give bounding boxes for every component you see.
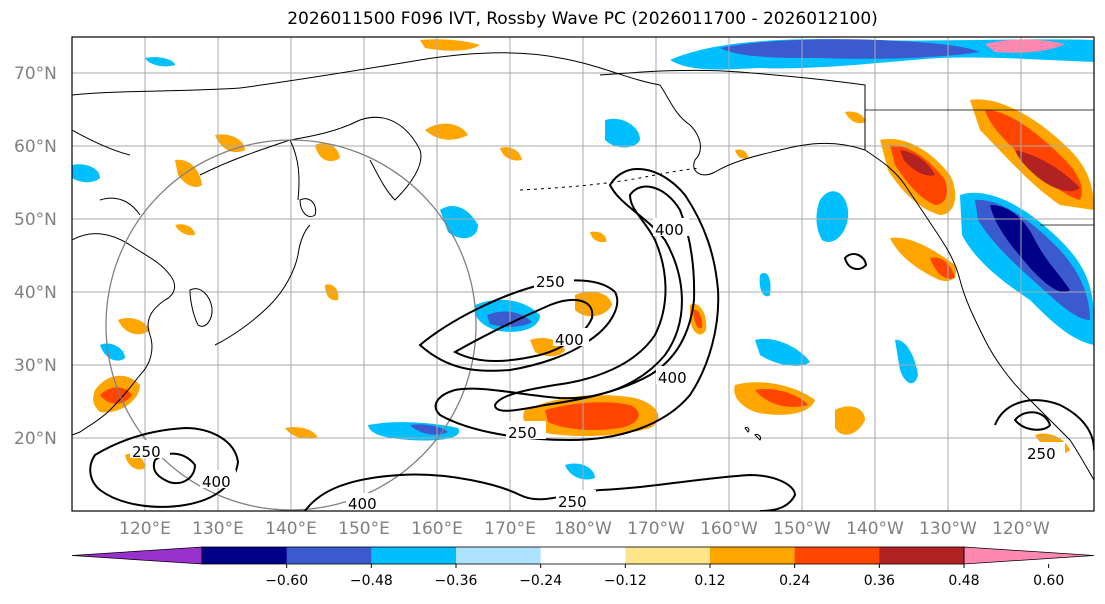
patch-asia-orange3 <box>175 159 202 187</box>
plot-title: 2026011500 F096 IVT, Rossby Wave PC (202… <box>287 9 878 29</box>
colorbar-tick-label: −0.60 <box>265 573 308 589</box>
contour-label: 400 <box>348 495 377 513</box>
colorbar-bin <box>794 547 880 564</box>
colorbar-extension-low <box>71 546 203 565</box>
lon-label: 170°W <box>627 519 685 539</box>
colorbar-tick-label: 0.12 <box>694 573 725 589</box>
patch-cp-orange3 <box>575 291 612 317</box>
colorbar-bin <box>540 547 626 564</box>
contour-label: 250 <box>558 493 587 511</box>
patch-goa-lightblue <box>816 191 849 242</box>
patch-ep-lightblue <box>755 338 810 366</box>
lon-label: 130°W <box>919 519 977 539</box>
colorbar-bin <box>202 547 288 564</box>
colorbar-tick-label: 0.60 <box>1033 573 1064 589</box>
lon-label: 160°W <box>700 519 758 539</box>
colorbar-tick-label: −0.24 <box>519 573 562 589</box>
map-frame <box>71 36 1095 512</box>
patch-sub-lightblue2 <box>565 463 595 480</box>
contour-label: 400 <box>202 473 231 491</box>
lon-label: 160°E <box>411 519 463 539</box>
patch-bering-lightblue <box>605 118 640 148</box>
lon-label: 180°W <box>554 519 612 539</box>
lon-label: 140°E <box>265 519 317 539</box>
lat-label: 30°N <box>14 356 57 376</box>
patch-sub-blue <box>410 424 448 435</box>
colorbar-bin <box>710 547 796 564</box>
colorbar-extension-high <box>963 546 1095 565</box>
patch-cp-red <box>545 402 639 430</box>
patch-asia-red <box>100 387 132 404</box>
contour-label: 400 <box>655 221 684 239</box>
colorbar-bin <box>879 547 965 564</box>
reference-circle <box>105 139 477 511</box>
patch-ep-lightblue3 <box>100 343 125 361</box>
contour-label-group: 250 400 400 250 400 250 400 250 400 250 <box>130 218 1065 513</box>
patch-asia-orange12 <box>590 231 607 243</box>
lon-label: 120°E <box>119 519 171 539</box>
latitude-axis: 70°N 60°N 50°N 40°N 30°N 20°N <box>14 64 57 449</box>
patch-ep-lightblue2 <box>895 339 918 384</box>
lat-label: 40°N <box>14 283 57 303</box>
lat-label: 20°N <box>14 429 57 449</box>
colorbar-tick-label: 0.24 <box>779 573 810 589</box>
patch-asia-orange5 <box>315 143 340 162</box>
patch-ep-red <box>755 389 808 408</box>
colorbar-tick-label: −0.12 <box>604 573 647 589</box>
colorbar-frame <box>201 546 965 565</box>
lon-label: 170°E <box>484 519 536 539</box>
patch-ep-orange2 <box>835 406 865 435</box>
colorbar-tick-label: −0.48 <box>350 573 393 589</box>
lon-label: 140°W <box>846 519 904 539</box>
patch-pacific-lightblue3 <box>72 164 100 183</box>
patch-asia-orange15 <box>845 111 865 124</box>
patch-asia-orange2 <box>118 318 150 335</box>
lon-label: 130°E <box>192 519 244 539</box>
patch-asia-orange8 <box>500 147 522 161</box>
patch-asia-orange14 <box>735 149 748 159</box>
contour-label: 250 <box>132 443 161 461</box>
contour-label: 250 <box>508 424 537 442</box>
patch-pacific-lightblue <box>145 57 175 67</box>
colorbar-bin <box>625 547 711 564</box>
colorbar-bin <box>456 547 542 564</box>
patch-asia-orange7 <box>425 123 468 140</box>
colorbar-bin <box>286 547 372 564</box>
lon-label: 150°E <box>338 519 390 539</box>
patch-coast-red <box>930 257 955 279</box>
patch-asia-orange6 <box>420 39 480 51</box>
lat-label: 60°N <box>14 137 57 157</box>
lat-label: 70°N <box>14 64 57 84</box>
colorbar-bin <box>371 547 457 564</box>
colorbar-tick-label: 0.48 <box>948 573 979 589</box>
patch-asia-orange10 <box>285 427 318 439</box>
longitude-axis: 120°E 130°E 140°E 150°E 160°E 170°E 180°… <box>119 519 1050 539</box>
patch-asia-orange13 <box>175 224 195 236</box>
contour-lines <box>89 168 1094 511</box>
colorbar-tick-label: 0.36 <box>864 573 895 589</box>
patch-panhandle-darkred <box>900 150 935 176</box>
contour-label: 400 <box>658 369 687 387</box>
lon-label: 150°W <box>773 519 831 539</box>
contour-label: 250 <box>1027 445 1056 463</box>
colorbar-tick-label: −0.36 <box>435 573 478 589</box>
contour-label: 250 <box>536 273 565 291</box>
contour-label: 400 <box>555 331 584 349</box>
anomaly-patches <box>72 39 1094 480</box>
lon-label: 120°W <box>992 519 1050 539</box>
patch-goa-lightblue2 <box>759 272 771 297</box>
lat-label: 50°N <box>14 210 57 230</box>
patch-arctic-blue <box>720 39 980 59</box>
patch-westcoast-navy <box>990 205 1070 292</box>
patch-nwcanada-darkred <box>1015 150 1080 192</box>
patch-cp-red2 <box>693 309 703 329</box>
colorbar: −0.60 −0.48 −0.36 −0.24 −0.12 0.12 0.24 0.36 0.4… <box>71 546 1095 589</box>
patch-arctic-pink <box>985 39 1065 53</box>
